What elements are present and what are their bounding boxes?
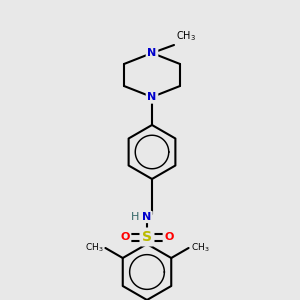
Text: O: O — [164, 232, 174, 242]
Text: N: N — [147, 92, 157, 102]
Text: CH$_3$: CH$_3$ — [176, 29, 196, 43]
Text: O: O — [120, 232, 130, 242]
Text: N: N — [142, 212, 152, 222]
Text: CH$_3$: CH$_3$ — [190, 242, 209, 254]
Text: S: S — [142, 230, 152, 244]
Text: CH$_3$: CH$_3$ — [85, 242, 104, 254]
Text: N: N — [147, 48, 157, 58]
Text: H: H — [130, 212, 139, 222]
